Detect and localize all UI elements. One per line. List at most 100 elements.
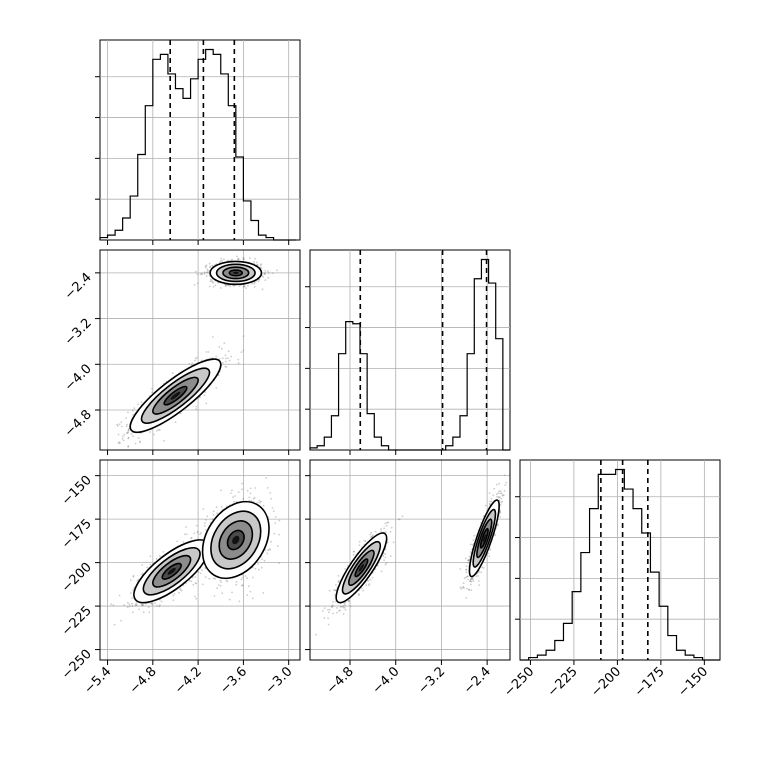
sample-point [384, 553, 387, 556]
sample-point [273, 532, 276, 535]
sample-point [216, 512, 218, 515]
histogram-bin [258, 235, 266, 240]
sample-point [358, 593, 360, 595]
sample-point [112, 604, 115, 607]
sample-point [211, 280, 214, 283]
sample-point [194, 582, 197, 584]
sample-point [271, 272, 274, 275]
sample-point [258, 499, 261, 502]
histogram-step-line [309, 258, 510, 451]
sample-point [358, 544, 361, 547]
sample-point [224, 354, 227, 357]
histogram-bin [563, 623, 572, 660]
sample-point [478, 571, 480, 573]
sample-point [213, 595, 216, 597]
sample-point [237, 491, 240, 494]
sample-point [208, 285, 211, 288]
sample-point [242, 497, 245, 500]
sample-point [347, 600, 350, 603]
sample-point [253, 286, 256, 288]
sample-point [278, 519, 281, 522]
histogram-bin [123, 218, 131, 240]
sample-point [235, 500, 238, 503]
sample-point [190, 580, 193, 583]
sample-point [263, 559, 266, 562]
sample-point [179, 587, 182, 590]
sample-point [499, 496, 501, 499]
sample-point [194, 270, 197, 273]
histogram-bin [130, 196, 138, 240]
sample-point [243, 285, 246, 288]
sample-point [205, 529, 208, 531]
joint-frame [99, 249, 301, 451]
sample-point [241, 584, 244, 586]
sample-point [245, 287, 247, 289]
sample-point [127, 431, 129, 434]
sample-point [200, 532, 202, 534]
sample-point [215, 355, 218, 358]
sample-point [188, 362, 191, 365]
sample-point [178, 591, 180, 594]
sample-point [397, 518, 400, 520]
sample-point [246, 594, 249, 596]
sample-point [384, 522, 387, 525]
sample-point [471, 577, 474, 579]
sample-point [149, 563, 152, 566]
sample-point [226, 580, 229, 583]
contour-line [152, 554, 192, 588]
sample-point [218, 357, 221, 360]
sample-point [211, 264, 214, 267]
sample-point [265, 477, 267, 479]
sample-point [344, 568, 347, 570]
sample-point [264, 279, 267, 281]
sample-point [171, 372, 174, 375]
sample-point [150, 602, 153, 605]
sample-point [237, 362, 240, 365]
sample-point [228, 598, 231, 601]
histogram-bin [633, 509, 642, 660]
histogram-bin [590, 509, 599, 660]
sample-point [224, 285, 227, 287]
sample-point [132, 589, 135, 592]
sample-point [499, 490, 502, 492]
sample-point [262, 592, 265, 594]
sample-point [389, 555, 392, 557]
sample-point [212, 514, 215, 516]
sample-point [387, 521, 390, 524]
sample-point [219, 260, 222, 262]
sample-point [266, 552, 269, 555]
sample-point [385, 524, 388, 527]
contour-line [215, 263, 256, 283]
sample-point [337, 580, 340, 583]
sample-points [116, 255, 278, 448]
sample-point [269, 492, 272, 494]
sample-point [141, 573, 144, 576]
sample-point [338, 609, 340, 612]
sample-point [212, 336, 214, 338]
sample-point [200, 359, 203, 362]
sample-point [172, 599, 175, 602]
sample-point [241, 482, 243, 485]
contour-line [140, 367, 211, 424]
sample-point [190, 537, 193, 539]
sample-point [215, 506, 218, 509]
sample-point [195, 356, 198, 359]
sample-point [232, 496, 235, 499]
histogram-bin [213, 54, 221, 240]
histogram-bin [317, 446, 324, 450]
density-fill [232, 535, 240, 545]
sample-point [368, 584, 370, 587]
y-tick-label-p2: −4.8 [62, 407, 95, 440]
sample-point [371, 535, 374, 538]
sample-point [138, 608, 141, 611]
sample-point [127, 429, 130, 432]
histogram-bin [555, 640, 564, 660]
sample-point [126, 432, 129, 434]
sample-point [224, 365, 227, 368]
sample-point [363, 540, 365, 542]
sample-point [251, 282, 254, 285]
sample-point [151, 387, 153, 390]
histogram-step-line [99, 48, 297, 241]
sample-point [176, 540, 179, 543]
sample-point [195, 582, 198, 585]
